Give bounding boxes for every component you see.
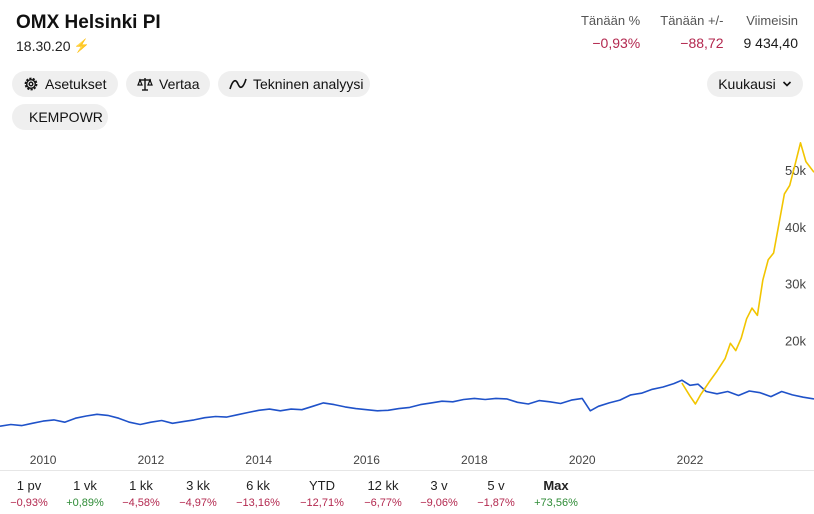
- period-label: 1 kk: [129, 478, 153, 493]
- compare-chip-kempowr[interactable]: KEMPOWR: [12, 104, 108, 130]
- last-update: 18.30.20 ⚡: [16, 38, 90, 54]
- period-value: −4,97%: [179, 497, 217, 509]
- period-value: −1,87%: [477, 497, 515, 509]
- period-1m[interactable]: 1 kk −4,58%: [112, 478, 170, 509]
- gear-icon: [23, 76, 39, 92]
- compare-chip-label: KEMPOWR: [29, 109, 103, 125]
- quote-stats: Tänään % −0,93% Tänään +/- −88,72 Viimei…: [581, 13, 798, 51]
- period-label: 6 kk: [246, 478, 270, 493]
- x-tick-label: 2022: [677, 453, 704, 467]
- stat-label: Viimeisin: [746, 13, 798, 28]
- series-line-kempowr: [681, 142, 814, 405]
- compare-label: Vertaa: [159, 76, 200, 92]
- technical-analysis-label: Tekninen analyysi: [253, 76, 364, 92]
- divider: [0, 470, 814, 471]
- period-value: −13,16%: [236, 497, 280, 509]
- series-line-index: [0, 379, 814, 427]
- period-value: −4,58%: [122, 497, 160, 509]
- settings-button[interactable]: Asetukset: [12, 71, 118, 97]
- period-label: 1 pv: [16, 478, 42, 493]
- stat-label: Tänään +/-: [660, 13, 724, 28]
- period-5y[interactable]: 5 v −1,87%: [467, 478, 525, 509]
- x-tick-label: 2016: [353, 453, 380, 467]
- chevron-down-icon: [782, 80, 792, 88]
- interval-dropdown[interactable]: Kuukausi: [707, 71, 803, 97]
- x-tick-label: 2020: [569, 453, 596, 467]
- compare-button[interactable]: Vertaa: [126, 71, 210, 97]
- stat-value: −0,93%: [592, 35, 641, 51]
- period-value: −0,93%: [10, 497, 48, 509]
- trend-line-icon: [229, 77, 247, 91]
- period-value: −12,71%: [300, 497, 344, 509]
- y-tick-label: 50k: [785, 163, 806, 178]
- stat-label: Tänään %: [580, 13, 641, 28]
- settings-label: Asetukset: [45, 76, 107, 92]
- period-label: 1 vk: [73, 478, 97, 493]
- period-value: +73,56%: [534, 497, 578, 509]
- period-value: −9,06%: [420, 497, 458, 509]
- period-1d[interactable]: 1 pv −0,93%: [0, 478, 58, 509]
- technical-analysis-button[interactable]: Tekninen analyysi: [218, 71, 370, 97]
- page-title: OMX Helsinki PI: [16, 12, 161, 33]
- stat-value: 9 434,40: [743, 35, 799, 51]
- period-3m[interactable]: 3 kk −4,97%: [169, 478, 227, 509]
- y-tick-label: 30k: [785, 277, 806, 292]
- x-tick-label: 2018: [461, 453, 488, 467]
- realtime-bolt-icon: ⚡: [73, 38, 90, 53]
- y-tick-label: 40k: [785, 220, 806, 235]
- period-label: 5 v: [487, 478, 505, 493]
- period-value: −6,77%: [364, 497, 402, 509]
- period-label: Max: [543, 478, 569, 493]
- x-tick-label: 2012: [138, 453, 165, 467]
- period-1w[interactable]: 1 vk +0,89%: [56, 478, 114, 509]
- period-label: YTD: [309, 478, 335, 493]
- period-label: 3 kk: [186, 478, 210, 493]
- period-max[interactable]: Max +73,56%: [527, 478, 585, 509]
- stat-value: −88,72: [680, 35, 724, 51]
- stat-today-percent: Tänään % −0,93%: [581, 13, 640, 51]
- update-time: 18.30.20: [16, 38, 71, 54]
- y-tick-label: 20k: [785, 333, 806, 348]
- stat-today-change: Tänään +/- −88,72: [660, 13, 723, 51]
- scale-icon: [137, 76, 153, 92]
- period-6m[interactable]: 6 kk −13,16%: [229, 478, 287, 509]
- period-returns: 1 pv −0,93% 1 vk +0,89% 1 kk −4,58% 3 kk…: [0, 478, 814, 514]
- period-label: 3 v: [430, 478, 448, 493]
- x-tick-label: 2010: [30, 453, 57, 467]
- period-ytd[interactable]: YTD −12,71%: [293, 478, 351, 509]
- interval-label: Kuukausi: [718, 76, 776, 92]
- price-chart[interactable]: 50k 40k 30k 20k 2010 2012 2014 2016 2018 2020 202…: [0, 136, 814, 470]
- period-label: 12 kk: [367, 478, 399, 493]
- period-12m[interactable]: 12 kk −6,77%: [354, 478, 412, 509]
- period-3y[interactable]: 3 v −9,06%: [410, 478, 468, 509]
- stat-latest: Viimeisin 9 434,40: [744, 13, 799, 51]
- x-tick-label: 2014: [245, 453, 272, 467]
- period-value: +0,89%: [66, 497, 104, 509]
